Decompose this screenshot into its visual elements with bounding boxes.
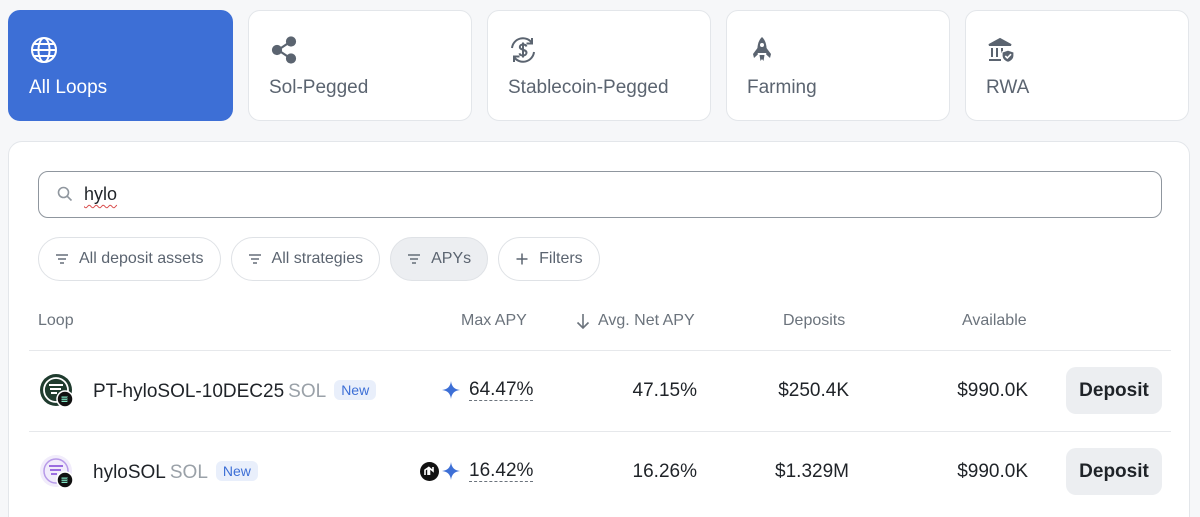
sparkle-icon [442, 462, 460, 480]
table-row[interactable]: hyloSOL SOL New 16.42% 16.26% $1.329M $990… [9, 432, 1189, 512]
filter-apys[interactable]: APYs [390, 237, 489, 281]
sort-down-icon[interactable] [575, 313, 591, 330]
share-icon [271, 36, 297, 64]
filter-bar: All deposit assets All strategies APYs F… [38, 237, 600, 281]
header-available[interactable]: Available [962, 312, 1027, 329]
tab-stablecoin-pegged[interactable]: Stablecoin-Pegged [487, 10, 711, 121]
filter-label: APYs [431, 250, 472, 267]
available-value: $990.0K [957, 461, 1028, 482]
filter-deposit-assets[interactable]: All deposit assets [38, 237, 221, 281]
tab-rwa[interactable]: RWA [965, 10, 1189, 121]
deposit-button[interactable]: Deposit [1066, 367, 1162, 414]
rocket-icon [753, 37, 771, 61]
avg-net-apy-value: 47.15% [632, 380, 697, 401]
tab-label: All Loops [29, 77, 108, 98]
hylosol-logo-icon [40, 455, 74, 489]
pt-hylosol-logo-icon [40, 374, 74, 408]
loop-name: PT-hyloSOL-10DEC25 SOL New [93, 380, 377, 403]
loop-title: PT-hyloSOL-10DEC25 [93, 381, 285, 402]
filter-label: All strategies [271, 250, 364, 267]
header-loop[interactable]: Loop [38, 312, 74, 329]
search-box[interactable]: hylo [38, 171, 1162, 218]
bank-shield-icon [988, 37, 1015, 64]
search-icon [57, 186, 73, 202]
filter-label: Filters [539, 250, 583, 267]
divider [29, 431, 1171, 432]
table-header: Loop Max APY Avg. Net APY Deposits Avail… [9, 312, 1189, 352]
avg-net-apy-value: 16.26% [632, 461, 697, 482]
new-badge: New [215, 461, 258, 481]
tab-label: Farming [747, 77, 817, 98]
deposits-value: $1.329M [775, 461, 849, 482]
sparkle-icon [442, 381, 460, 399]
header-max-apy[interactable]: Max APY [461, 312, 527, 329]
loop-unit: SOL [169, 462, 208, 483]
max-apy-value[interactable]: 64.47% [469, 379, 534, 401]
filter-icon [248, 254, 261, 264]
points-logo-icon [420, 462, 439, 481]
filter-icon [408, 254, 421, 264]
category-tabs: All Loops Sol-Pegged Stablecoin-Pegged [8, 10, 1189, 121]
filter-more[interactable]: Filters [498, 237, 600, 281]
filter-strategies[interactable]: All strategies [230, 237, 381, 281]
loop-title: hyloSOL [93, 462, 166, 483]
deposits-value: $250.4K [778, 380, 849, 401]
available-value: $990.0K [957, 380, 1028, 401]
tab-label: Stablecoin-Pegged [508, 77, 669, 98]
filter-icon [56, 254, 68, 264]
tab-label: RWA [986, 77, 1030, 98]
max-apy-value[interactable]: 16.42% [469, 460, 534, 482]
header-avg-net-apy[interactable]: Avg. Net APY [598, 312, 695, 329]
tab-sol-pegged[interactable]: Sol-Pegged [248, 10, 472, 121]
tab-all-loops[interactable]: All Loops [8, 10, 233, 121]
deposit-button[interactable]: Deposit [1066, 448, 1162, 495]
divider [29, 350, 1171, 351]
dollar-cycle-icon [511, 37, 535, 63]
globe-icon [31, 37, 57, 63]
tab-label: Sol-Pegged [269, 77, 369, 98]
search-input[interactable]: hylo [84, 184, 118, 204]
loop-name: hyloSOL SOL New [93, 461, 258, 484]
new-badge: New [334, 380, 377, 400]
loops-panel: hylo All deposit assets All strategies A… [8, 141, 1190, 517]
tab-farming[interactable]: Farming [726, 10, 950, 121]
filter-label: All deposit assets [79, 250, 204, 267]
header-deposits[interactable]: Deposits [783, 312, 846, 329]
loop-unit: SOL [288, 381, 327, 402]
table-row[interactable]: PT-hyloSOL-10DEC25 SOL New 64.47% 47.15% $… [9, 351, 1189, 431]
plus-icon [516, 253, 528, 265]
